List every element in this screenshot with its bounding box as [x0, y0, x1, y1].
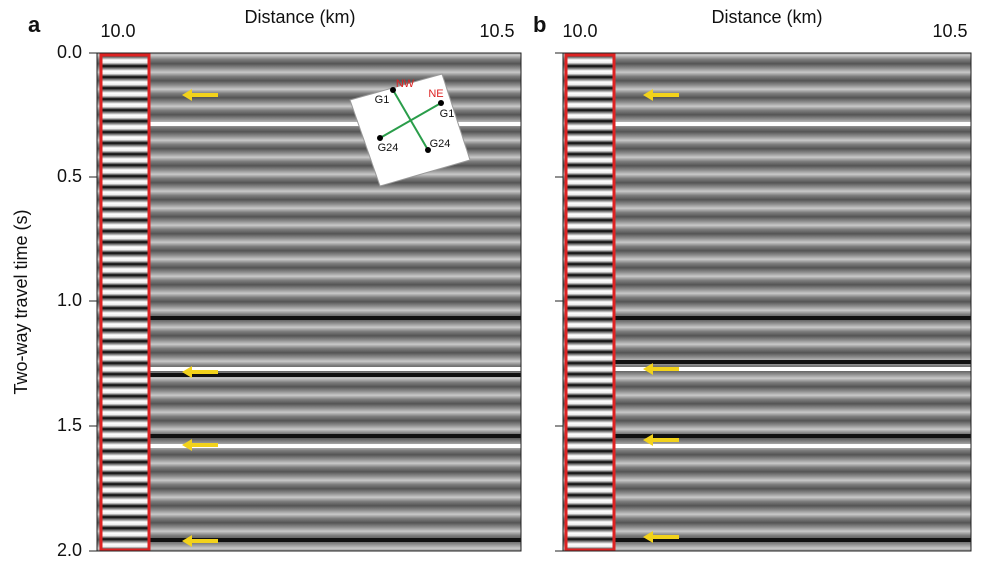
y-ticks [89, 53, 97, 551]
panel-label: b [533, 12, 546, 37]
geophone-label: G1 [375, 94, 390, 106]
y-axis-label: Two-way travel time (s) [11, 209, 31, 394]
direction-label: NW [396, 78, 415, 90]
y-tick-label: 0.5 [57, 166, 82, 186]
direction-label: NE [428, 88, 443, 100]
geophone-label: G24 [430, 138, 451, 150]
geophone-label: G1 [440, 108, 455, 120]
seismic-section [563, 53, 971, 551]
x-tick-label: 10.0 [100, 21, 135, 41]
y-tick-label: 2.0 [57, 540, 82, 560]
x-axis-label: Distance (km) [244, 7, 355, 27]
y-tick-label: 0.0 [57, 42, 82, 62]
x-tick-label: 10.0 [562, 21, 597, 41]
geophone-label: G24 [378, 142, 399, 154]
x-axis-label: Distance (km) [711, 7, 822, 27]
x-tick-label: 10.5 [932, 21, 967, 41]
figure: a Distance (km) 10.0 10.5 Two-way travel… [0, 0, 984, 563]
y-tick-label: 1.0 [57, 290, 82, 310]
x-tick-label: 10.5 [479, 21, 514, 41]
y-ticks [555, 53, 563, 551]
panel-label: a [28, 12, 41, 37]
y-tick-label: 1.5 [57, 415, 82, 435]
